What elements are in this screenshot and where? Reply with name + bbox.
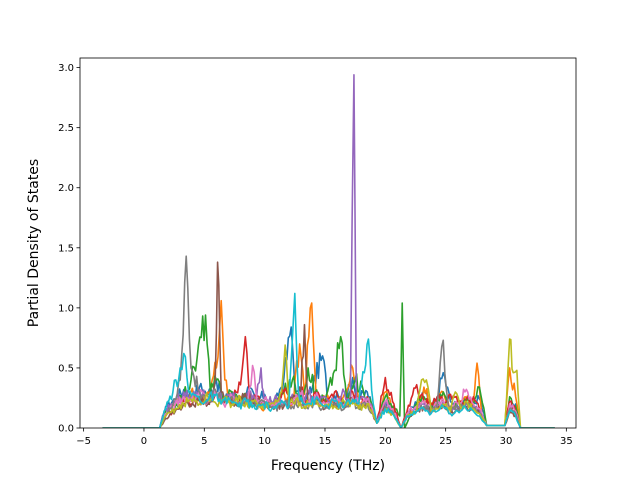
y-axis-label: Partial Density of States: [26, 159, 42, 327]
x-axis-label: Frequency (THz): [271, 458, 385, 474]
y-tick-label: 1.0: [58, 303, 74, 314]
y-tick-label: 0.0: [58, 424, 74, 435]
x-tick-label: −5: [76, 436, 91, 447]
y-tick-label: 2.5: [58, 123, 74, 134]
x-tick-label: 25: [439, 436, 452, 447]
plot-area-background: [80, 58, 576, 428]
y-axis-ticks: 0.0 0.5 1.0 1.5 2.0 2.5 3.0: [58, 63, 80, 435]
y-tick-label: 3.0: [58, 63, 74, 74]
y-tick-label: 2.0: [58, 183, 74, 194]
x-axis-ticks: −5 0 5 10 15 20 25 30 35: [76, 428, 573, 447]
x-tick-label: 35: [560, 436, 573, 447]
series-layer: [102, 74, 556, 428]
x-tick-label: 10: [258, 436, 271, 447]
pdos-series-line: [102, 292, 556, 428]
x-tick-label: 20: [379, 436, 392, 447]
plot-frame: [79, 57, 577, 429]
x-tick-label: 5: [201, 436, 207, 447]
x-tick-label: 15: [319, 436, 332, 447]
y-tick-label: 0.5: [58, 363, 74, 374]
x-tick-label: 30: [500, 436, 513, 447]
y-tick-label: 1.5: [58, 243, 74, 254]
pdos-series-line: [102, 364, 556, 428]
x-tick-label: 0: [141, 436, 147, 447]
